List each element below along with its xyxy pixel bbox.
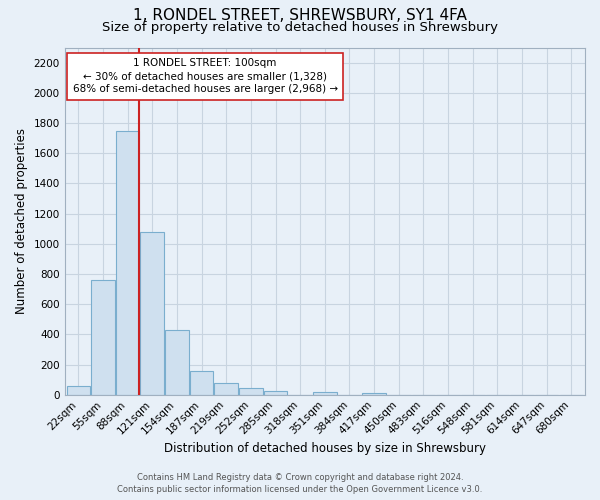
Bar [140, 232, 164, 394]
Bar [214, 382, 238, 394]
Text: 1, RONDEL STREET, SHREWSBURY, SY1 4FA: 1, RONDEL STREET, SHREWSBURY, SY1 4FA [133, 8, 467, 22]
Bar [239, 388, 263, 394]
Bar [264, 391, 287, 394]
Bar [165, 330, 188, 394]
Text: 1 RONDEL STREET: 100sqm
← 30% of detached houses are smaller (1,328)
68% of semi: 1 RONDEL STREET: 100sqm ← 30% of detache… [73, 58, 338, 94]
Bar [313, 392, 337, 394]
Bar [362, 393, 386, 394]
Text: Size of property relative to detached houses in Shrewsbury: Size of property relative to detached ho… [102, 21, 498, 34]
Text: Contains HM Land Registry data © Crown copyright and database right 2024.
Contai: Contains HM Land Registry data © Crown c… [118, 472, 482, 494]
Y-axis label: Number of detached properties: Number of detached properties [15, 128, 28, 314]
Bar [190, 372, 213, 394]
Bar [91, 280, 115, 394]
Bar [116, 130, 139, 394]
Bar [67, 386, 90, 394]
X-axis label: Distribution of detached houses by size in Shrewsbury: Distribution of detached houses by size … [164, 442, 486, 455]
